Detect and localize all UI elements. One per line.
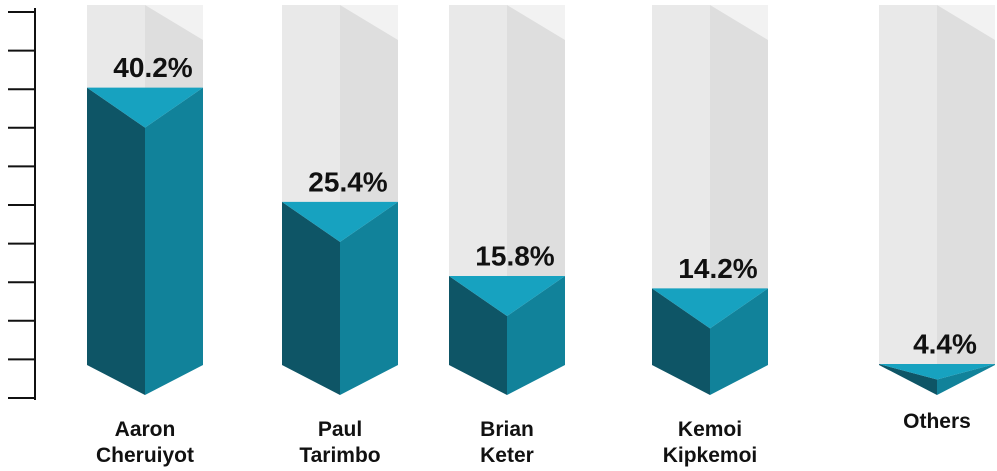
bar-top xyxy=(449,276,565,317)
bar-left-face xyxy=(652,288,710,395)
bar-back xyxy=(507,5,565,317)
bar-right-face xyxy=(145,87,203,395)
value-label: 4.4% xyxy=(913,328,977,359)
bar-top xyxy=(652,288,768,329)
bar xyxy=(449,276,565,395)
bar-back xyxy=(340,5,398,242)
bar xyxy=(282,201,398,395)
bar-right-face xyxy=(710,288,768,395)
bar-left-face xyxy=(449,276,507,395)
bar-back-top xyxy=(710,5,768,40)
value-label: 15.8% xyxy=(475,240,554,271)
value-label: 25.4% xyxy=(308,166,387,197)
bar-back-top xyxy=(340,5,398,40)
bar xyxy=(87,87,203,395)
bar-left-face xyxy=(879,364,937,395)
bar-left-face xyxy=(282,201,340,395)
value-label: 14.2% xyxy=(678,253,757,284)
bar-back xyxy=(710,5,768,329)
bar-right-face xyxy=(937,364,995,395)
bar-top xyxy=(87,87,203,128)
bar-back-top xyxy=(937,5,995,40)
bar-back xyxy=(652,5,710,329)
x-tick-label: Kemoi Kipkemoi xyxy=(663,418,758,467)
bar-back-top xyxy=(507,5,565,40)
x-tick-label: Others xyxy=(903,410,971,433)
bar-back xyxy=(449,5,507,317)
bar-right-face xyxy=(340,201,398,395)
bar xyxy=(652,288,768,395)
x-tick-label: Paul Tarimbo xyxy=(299,418,380,467)
bar-back-top xyxy=(145,5,203,40)
x-tick-label: Aaron Cheruiyot xyxy=(96,418,194,467)
bar-left-face xyxy=(87,87,145,395)
bar xyxy=(879,364,995,395)
bar-right-face xyxy=(507,276,565,395)
value-label: 40.2% xyxy=(113,52,192,83)
bar-top xyxy=(282,201,398,242)
bar-back xyxy=(879,5,937,380)
x-tick-label: Brian Keter xyxy=(480,418,534,467)
bar-back xyxy=(282,5,340,242)
bar-back xyxy=(937,5,995,380)
bar-top xyxy=(879,364,995,380)
